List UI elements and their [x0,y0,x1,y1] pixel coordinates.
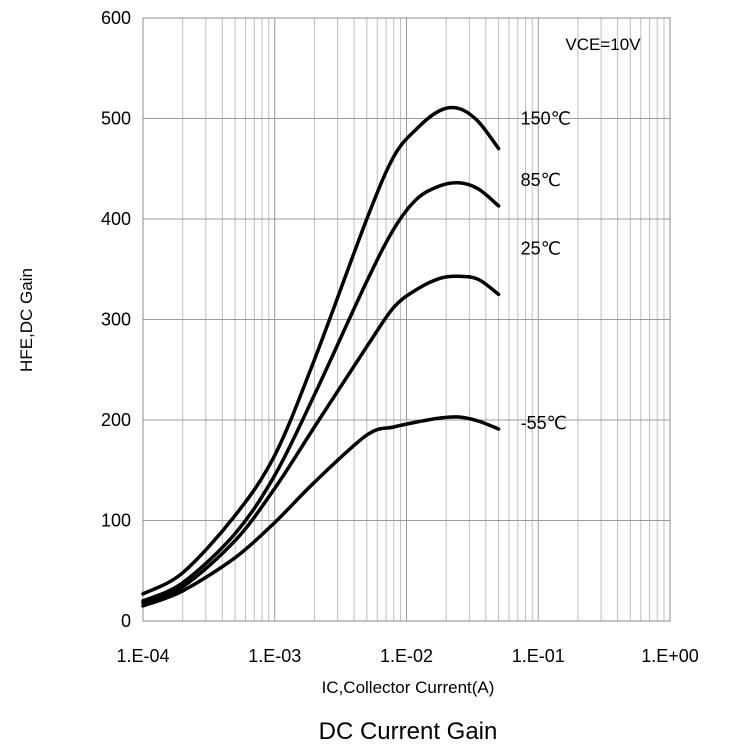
y-tick-label: 0 [121,611,131,631]
plot-area-frame [142,17,671,622]
x-tick-label: 1.E-02 [380,646,433,666]
figure-caption: DC Current Gain [319,718,498,745]
vce-annotation: VCE=10V [565,35,641,54]
series-label: -55℃ [521,413,567,433]
y-tick-label: 300 [101,310,131,330]
series-line [141,180,501,603]
series-label: 25℃ [521,238,561,258]
y-axis-label: HFE,DC Gain [17,268,36,372]
y-tick-label: 600 [101,8,131,28]
y-axis-tick-labels: 0 100 200 300 400 500 600 [101,8,131,631]
x-axis-tick-labels: 1.E-04 1.E-03 1.E-02 1.E-01 1.E+00 [116,646,698,666]
gridlines [142,17,670,622]
x-axis-label: IC,Collector Current(A) [322,678,495,697]
series-lines [141,105,501,608]
series-label: 150℃ [521,109,571,129]
x-tick-label: 1.E-04 [116,646,169,666]
y-tick-label: 500 [101,109,131,129]
series-line [141,105,501,596]
series-label: 85℃ [521,170,561,190]
series-line [141,274,501,605]
series-labels: 150℃ 85℃ 25℃ -55℃ [521,109,571,433]
y-tick-label: 100 [101,511,131,531]
series-line [141,415,501,608]
x-tick-label: 1.E-03 [248,646,301,666]
y-tick-label: 200 [101,410,131,430]
x-tick-label: 1.E+00 [641,646,699,666]
x-tick-label: 1.E-01 [512,646,565,666]
y-tick-label: 400 [101,209,131,229]
